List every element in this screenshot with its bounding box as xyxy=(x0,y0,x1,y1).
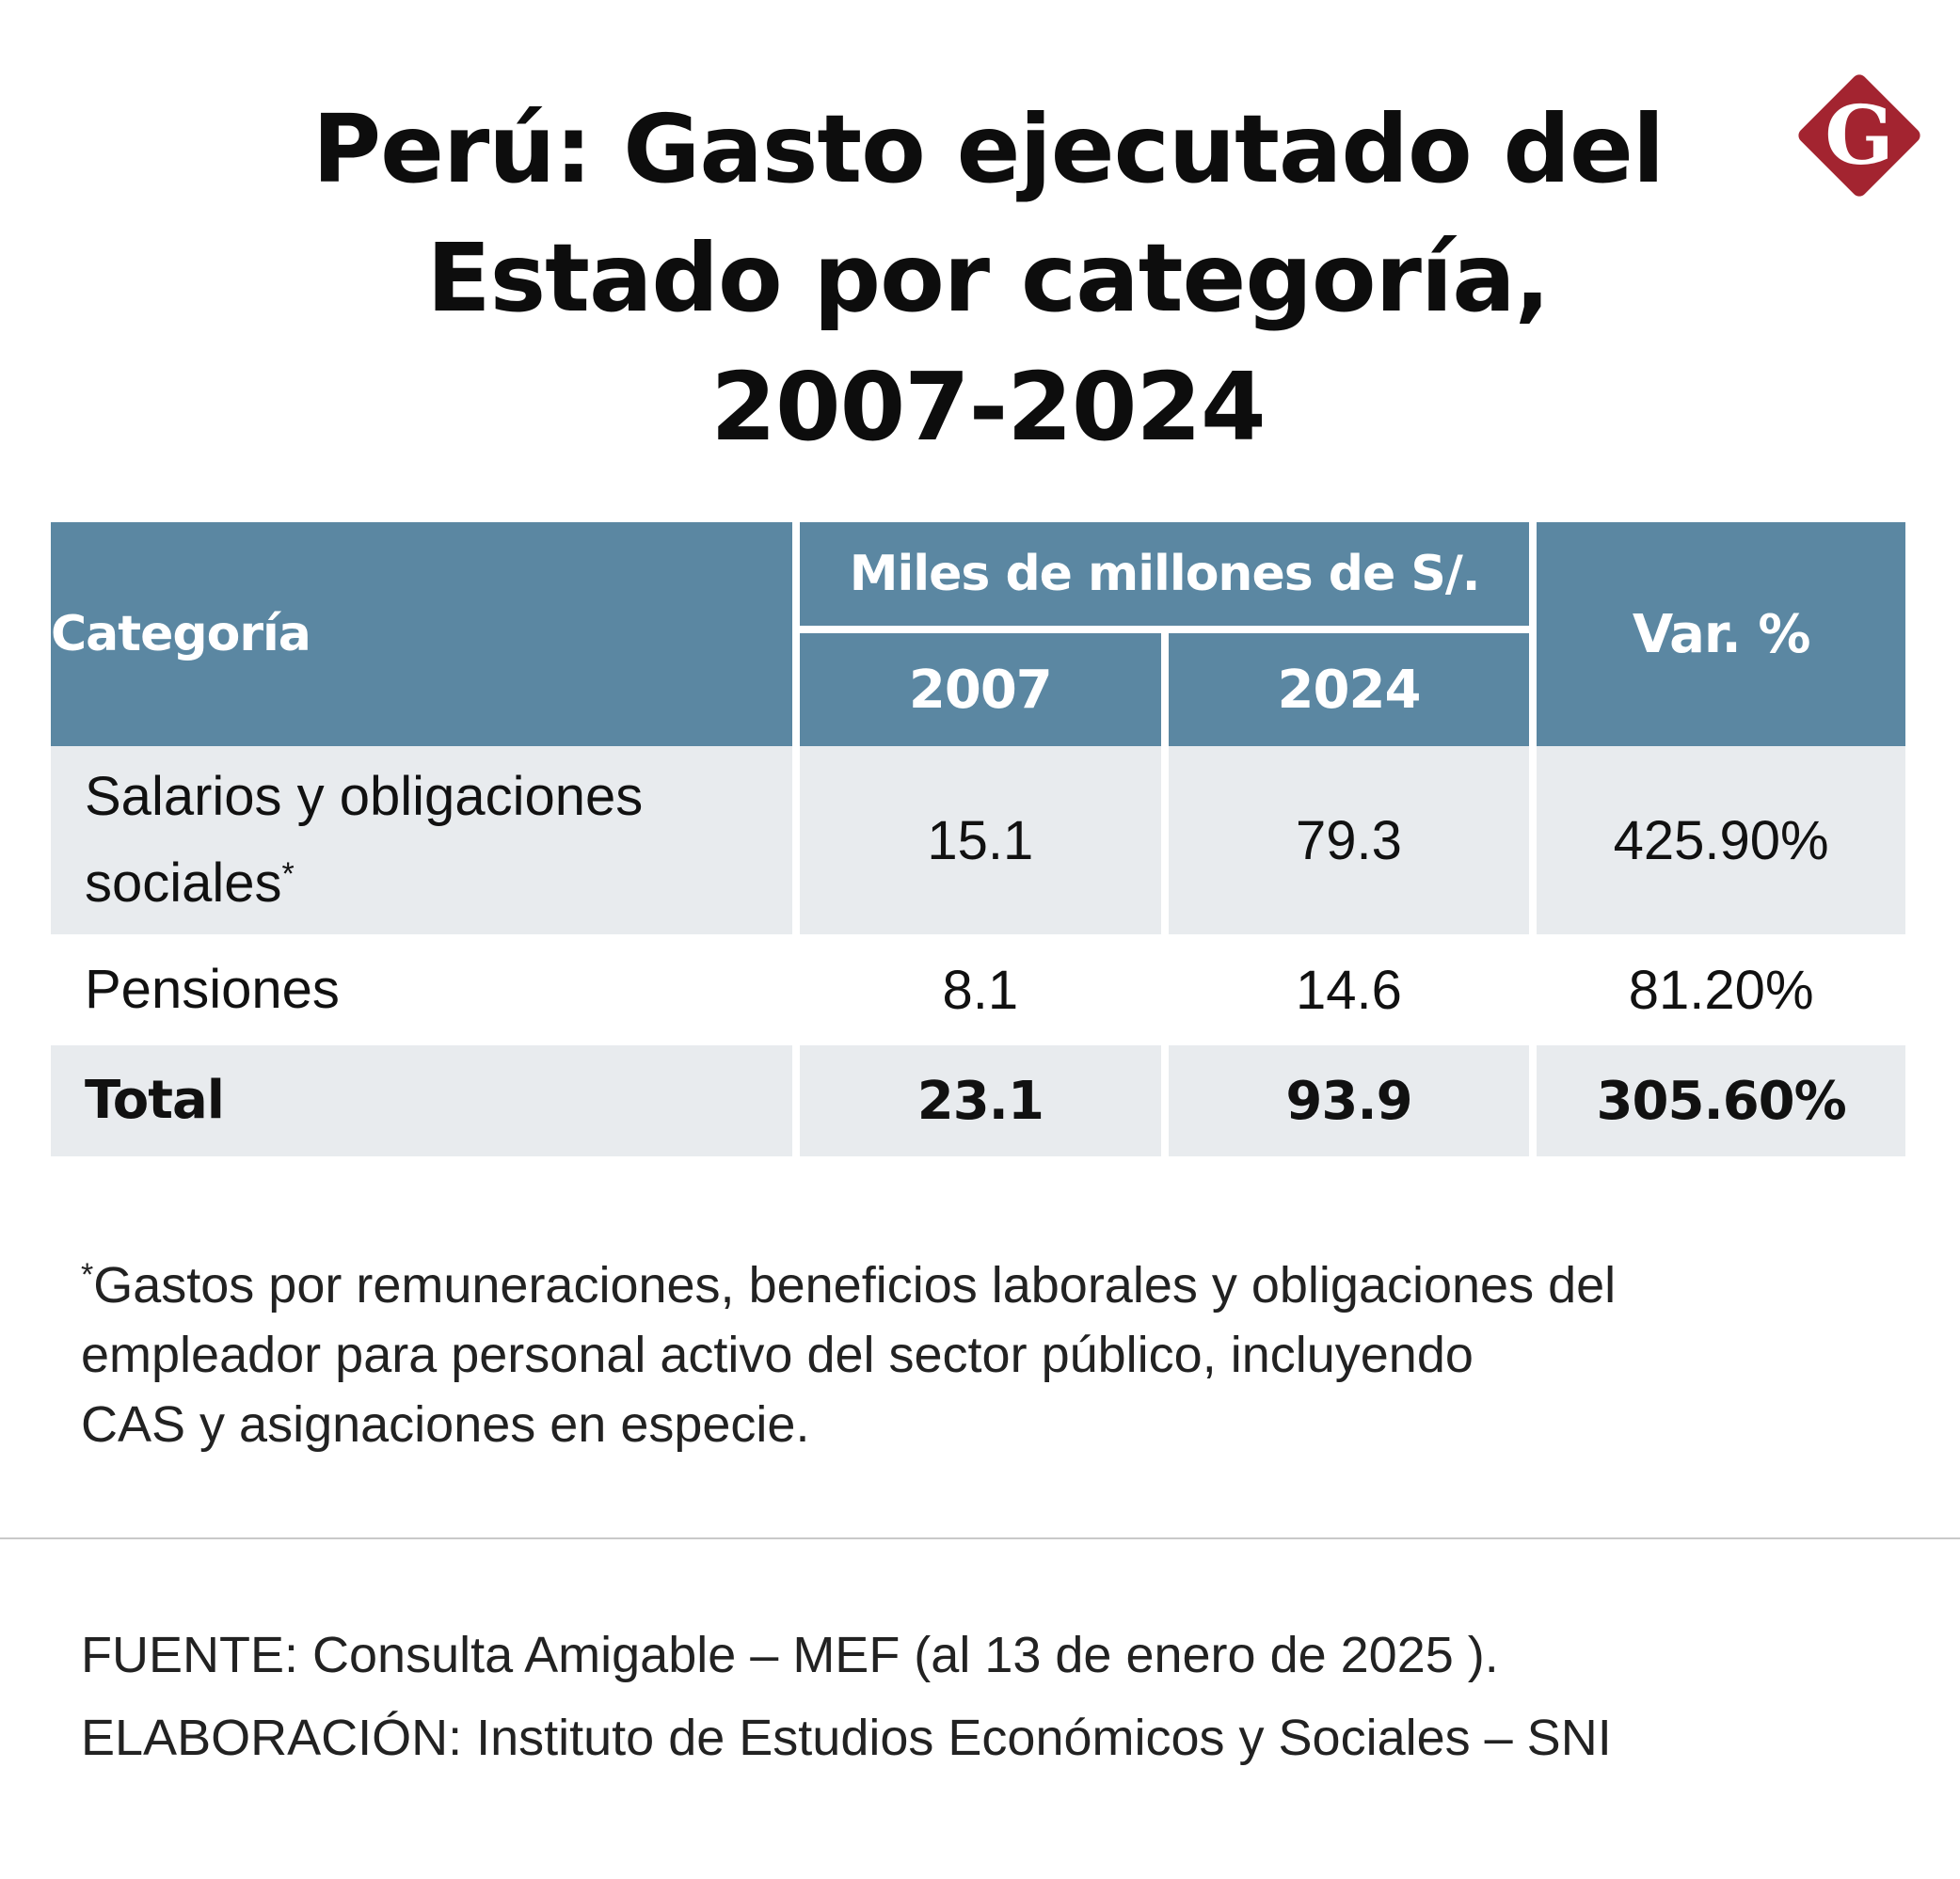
page-title: Perú: Gasto ejecutado del Estado por cat… xyxy=(311,94,1665,462)
svg-text:G: G xyxy=(1825,88,1893,183)
source-block: FUENTE: Consulta Amigable – MEF (al 13 d… xyxy=(81,1614,1916,1779)
cell-2024: 14.6 xyxy=(1169,934,1538,1045)
cell-2007: 23.1 xyxy=(800,1045,1169,1156)
header-year-2007: 2007 xyxy=(800,633,1169,746)
header-category: Categoría xyxy=(51,522,800,746)
header-year-2024: 2024 xyxy=(1168,633,1538,746)
cell-var: 425.90% xyxy=(1537,746,1905,934)
table-row: Salarios y obligaciones sociales* 15.1 7… xyxy=(51,746,1905,934)
footnote-text: Gastos por remuneraciones, beneficios la… xyxy=(81,1257,1617,1453)
table-row-total: Total 23.1 93.9 305.60% xyxy=(51,1045,1905,1156)
cell-2007: 15.1 xyxy=(800,746,1169,934)
spending-table: Categoría Miles de millones de S/. Var. … xyxy=(51,522,1905,1156)
table-row: Pensiones 8.1 14.6 81.20% xyxy=(51,934,1905,1045)
cell-var: 305.60% xyxy=(1537,1045,1905,1156)
asterisk-mark: * xyxy=(281,856,295,892)
divider xyxy=(0,1537,1960,1539)
row-category: Pensiones xyxy=(51,934,800,1045)
footnote: *Gastos por remuneraciones, beneficios l… xyxy=(81,1240,1869,1459)
source-fuente: FUENTE: Consulta Amigable – MEF (al 13 d… xyxy=(81,1627,1499,1683)
cell-2024: 79.3 xyxy=(1168,746,1538,934)
row-category: Salarios y obligaciones sociales* xyxy=(51,746,800,934)
cell-2007: 8.1 xyxy=(800,934,1169,1045)
diamond-g-logo-icon: G xyxy=(1798,74,1920,197)
source-elaboracion: ELABORACIÓN: Instituto de Estudios Econó… xyxy=(81,1710,1612,1766)
brand-logo: G xyxy=(1786,62,1933,209)
footnote-asterisk: * xyxy=(81,1257,94,1293)
header-var: Var. % xyxy=(1537,522,1905,746)
cell-var: 81.20% xyxy=(1628,959,1814,1021)
cell-2024: 93.9 xyxy=(1168,1045,1538,1156)
header-units: Miles de millones de S/. xyxy=(800,522,1538,633)
row-category: Total xyxy=(51,1045,800,1156)
